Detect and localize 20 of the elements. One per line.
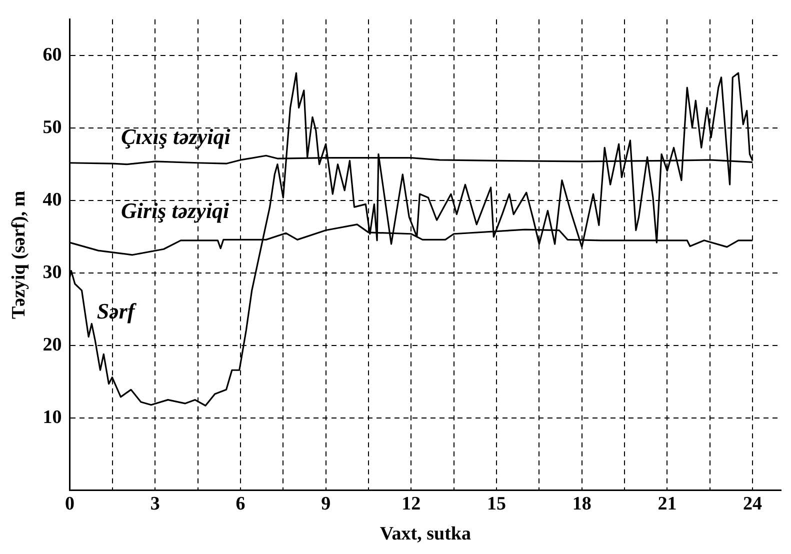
series-label: Çıxış təzyiqi [121,124,232,149]
x-tick-label: 21 [658,494,677,515]
y-tick-label: 40 [42,189,62,210]
x-tick-label: 12 [402,494,421,515]
x-tick-label: 9 [321,494,331,515]
x-tick-label: 15 [487,494,506,515]
y-tick-label: 60 [42,44,62,66]
y-tick-label: 50 [42,117,62,138]
x-tick-label: 18 [572,494,592,515]
y-tick-label: 20 [42,334,62,356]
y-axis-title: Təzyiq (sərf), m [8,190,30,320]
x-tick-label: 6 [236,494,246,515]
x-tick-label: 0 [65,494,75,515]
y-tick-label: 10 [42,406,62,428]
x-axis-title: Vaxt, sutka [380,524,472,545]
x-tick-label: 24 [743,494,763,515]
series-label: Giriş təzyiqi [121,198,230,223]
x-tick-label: 3 [150,494,160,515]
y-tick-label: 30 [42,262,62,283]
series-label: Sərf [96,298,138,324]
